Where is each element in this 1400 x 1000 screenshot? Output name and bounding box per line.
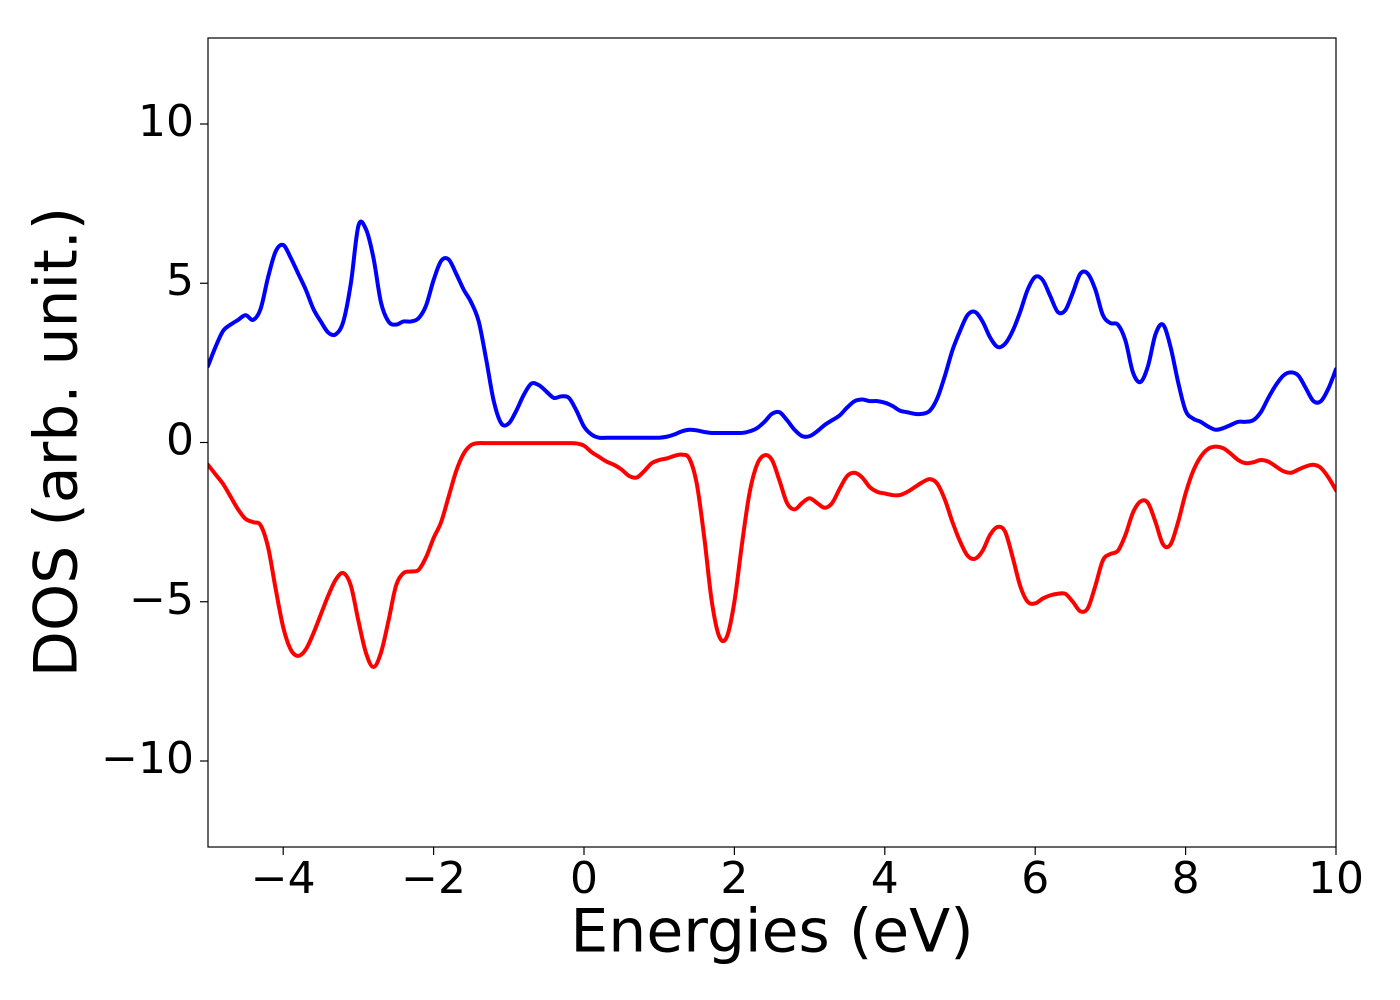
- x-tick-label: 4: [871, 853, 899, 904]
- x-tick-label: −2: [401, 853, 466, 904]
- x-tick-label: 2: [720, 853, 748, 904]
- x-tick-label: 10: [1308, 853, 1364, 904]
- y-tick-label: 0: [166, 415, 194, 466]
- y-tick-label: −10: [101, 733, 194, 784]
- x-tick-label: −4: [251, 853, 316, 904]
- plot-frame: [207, 37, 1337, 848]
- x-axis-label: Energies (eV): [570, 897, 973, 967]
- y-tick-label: 10: [138, 96, 194, 147]
- y-tick-label: 5: [166, 255, 194, 306]
- y-axis-label: DOS (arb. unit.): [22, 207, 92, 677]
- x-tick-label: 8: [1172, 853, 1200, 904]
- plot-lines: [208, 219, 1336, 670]
- x-tick-label: 0: [570, 853, 598, 904]
- dos-line: [208, 440, 1336, 670]
- dos-line: [208, 219, 1336, 440]
- x-tick-label: 6: [1021, 853, 1049, 904]
- y-tick-label: −5: [129, 574, 194, 625]
